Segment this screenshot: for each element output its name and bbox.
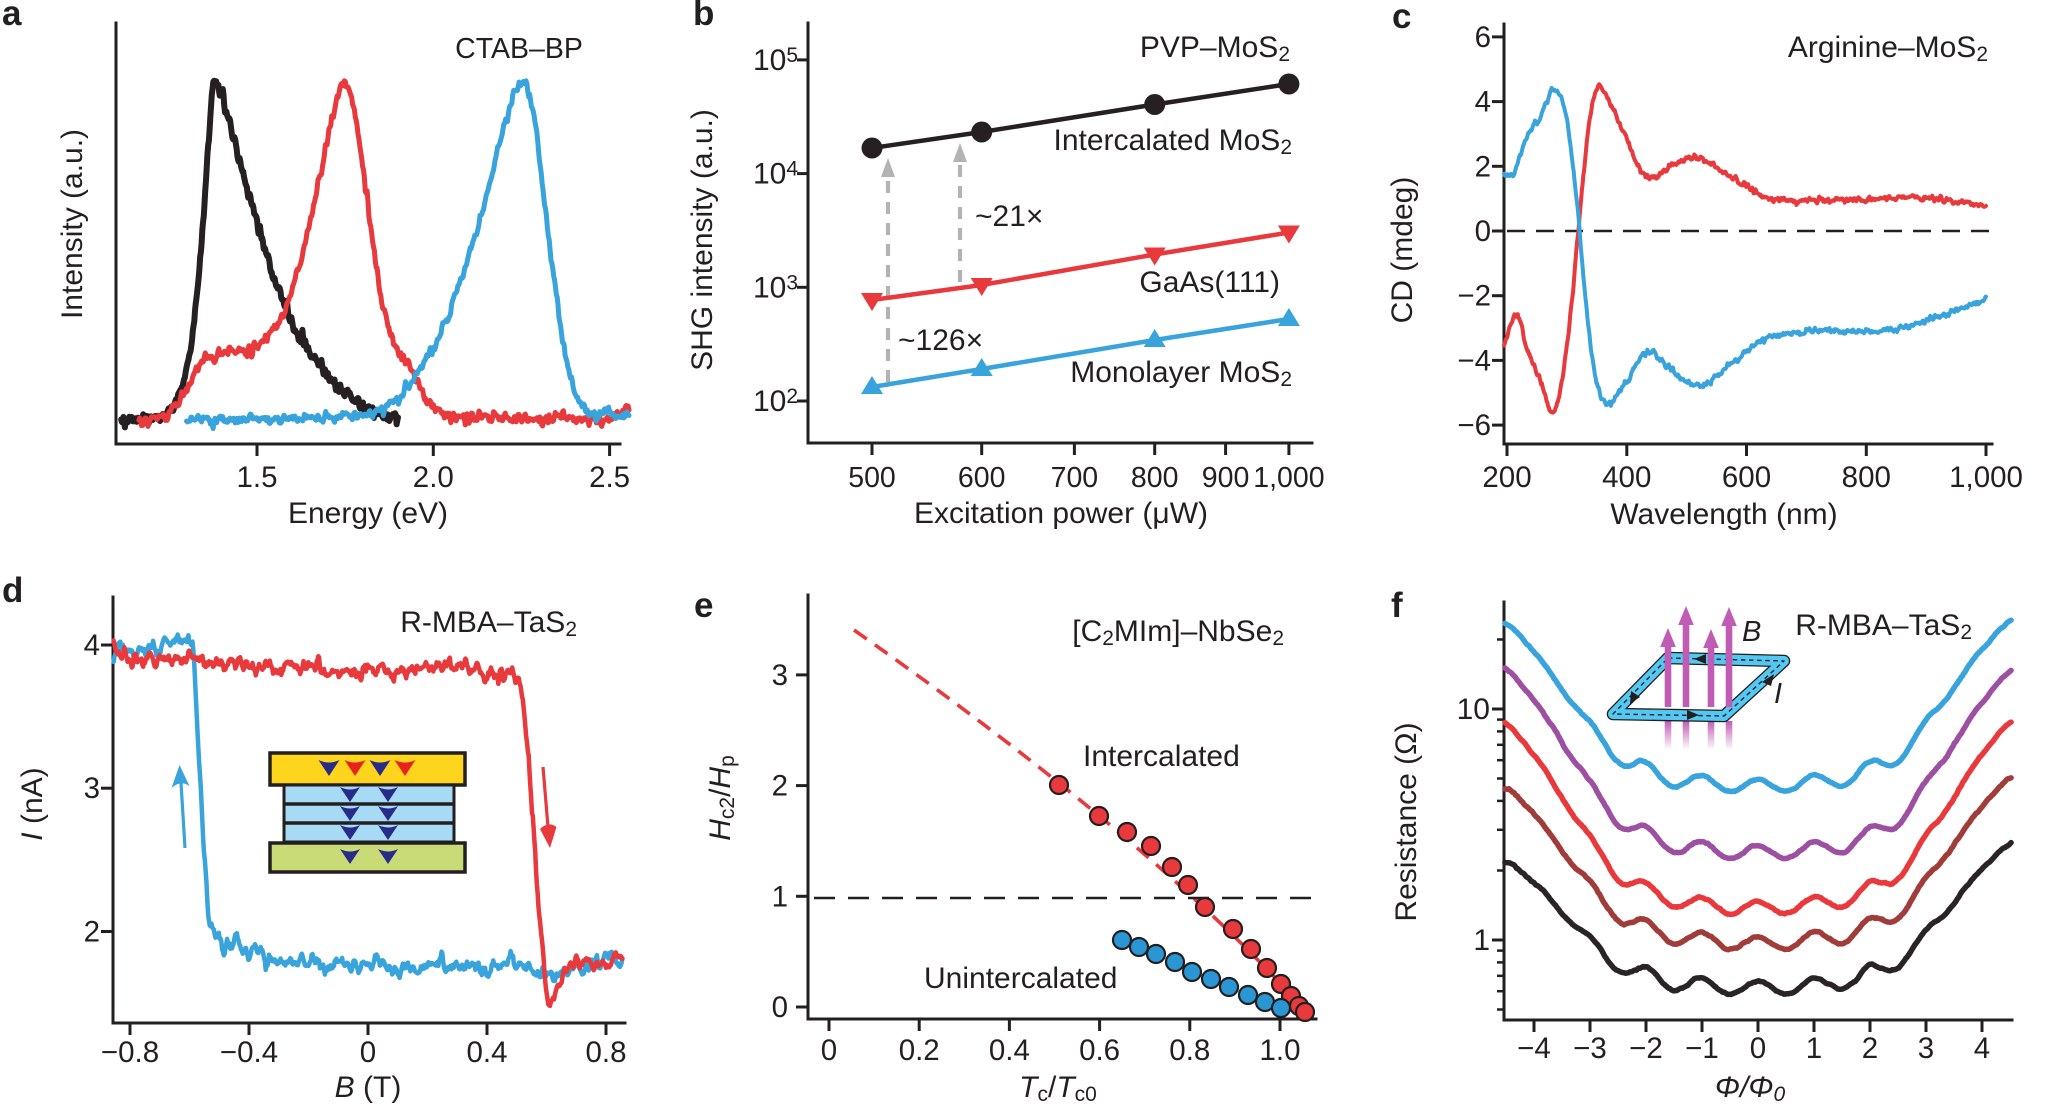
svg-text:1,000: 1,000 [1253, 462, 1324, 494]
svg-text:Tc/Tc0: Tc/Tc0 [1019, 1071, 1097, 1106]
svg-text:c: c [1392, 0, 1411, 36]
svg-text:0.8: 0.8 [1169, 1034, 1210, 1067]
svg-text:−0.4: −0.4 [220, 1036, 278, 1069]
svg-text:−2: −2 [1629, 1032, 1663, 1065]
svg-text:0: 0 [821, 1034, 837, 1067]
svg-text:800: 800 [1131, 462, 1179, 494]
svg-text:2.5: 2.5 [589, 461, 630, 494]
svg-text:PVP–MoS2: PVP–MoS2 [1140, 31, 1290, 66]
svg-text:600: 600 [958, 462, 1006, 494]
svg-text:−6: −6 [1457, 409, 1491, 442]
svg-text:R-MBA–TaS2: R-MBA–TaS2 [1795, 609, 1972, 644]
svg-text:−4: −4 [1517, 1032, 1551, 1065]
svg-text:CD (mdeg): CD (mdeg) [1386, 177, 1419, 324]
svg-text:2: 2 [772, 770, 788, 803]
svg-text:Intercalated: Intercalated [1083, 740, 1240, 773]
svg-text:4: 4 [84, 629, 100, 662]
svg-text:0.4: 0.4 [466, 1036, 507, 1069]
svg-text:d: d [2, 571, 23, 610]
svg-text:−0.8: −0.8 [101, 1036, 159, 1069]
svg-text:0.8: 0.8 [585, 1036, 626, 1069]
svg-text:700: 700 [1051, 462, 1099, 494]
svg-text:1: 1 [772, 880, 788, 913]
svg-text:500: 500 [848, 462, 896, 494]
svg-text:1: 1 [1806, 1032, 1822, 1065]
svg-text:0: 0 [772, 991, 788, 1024]
svg-text:1,000: 1,000 [1949, 461, 2023, 494]
svg-text:2: 2 [84, 916, 100, 949]
svg-text:200: 200 [1482, 461, 1531, 494]
svg-text:2: 2 [1862, 1032, 1878, 1065]
svg-text:I: I [1774, 678, 1782, 710]
svg-text:1: 1 [1473, 924, 1490, 957]
svg-text:0: 0 [1750, 1032, 1766, 1065]
svg-text:B (T): B (T) [335, 1071, 402, 1104]
svg-text:900: 900 [1202, 462, 1250, 494]
svg-text:Excitation power (μW): Excitation power (μW) [914, 497, 1208, 530]
svg-text:0.4: 0.4 [989, 1034, 1030, 1067]
svg-text:−3: −3 [1573, 1032, 1607, 1065]
svg-text:800: 800 [1842, 461, 1891, 494]
svg-text:I (nA): I (nA) [16, 767, 49, 840]
svg-text:2.0: 2.0 [413, 461, 454, 494]
svg-text:a: a [2, 0, 22, 33]
svg-text:3: 3 [772, 659, 788, 692]
svg-text:R-MBA–TaS2: R-MBA–TaS2 [400, 606, 577, 641]
svg-text:−2: −2 [1457, 280, 1491, 313]
svg-text:Resistance (Ω): Resistance (Ω) [1390, 722, 1423, 921]
svg-text:B: B [1742, 616, 1761, 648]
svg-text:0: 0 [1475, 215, 1491, 248]
svg-text:~126×: ~126× [898, 324, 983, 357]
svg-text:0: 0 [360, 1036, 376, 1069]
svg-text:10: 10 [1457, 693, 1490, 726]
svg-text:Arginine–MoS2: Arginine–MoS2 [1788, 31, 1988, 66]
svg-text:3: 3 [84, 772, 100, 805]
svg-text:1.5: 1.5 [236, 461, 277, 494]
svg-text:0.6: 0.6 [1079, 1034, 1120, 1067]
svg-text:Wavelength (nm): Wavelength (nm) [1610, 498, 1837, 531]
svg-text:4: 4 [1475, 86, 1491, 119]
svg-text:CTAB–BP: CTAB–BP [455, 33, 583, 65]
svg-text:Monolayer MoS2: Monolayer MoS2 [1070, 356, 1292, 391]
svg-text:400: 400 [1602, 461, 1651, 494]
svg-text:−4: −4 [1457, 344, 1491, 377]
svg-text:0.2: 0.2 [899, 1034, 940, 1067]
svg-text:b: b [693, 0, 714, 33]
svg-text:6: 6 [1475, 21, 1491, 54]
svg-text:SHG intensity (a.u.): SHG intensity (a.u.) [686, 109, 719, 371]
svg-text:600: 600 [1722, 461, 1771, 494]
svg-text:1.0: 1.0 [1259, 1034, 1300, 1067]
svg-text:2: 2 [1475, 150, 1491, 183]
svg-text:Energy (eV): Energy (eV) [288, 497, 448, 530]
svg-text:Intensity (a.u.): Intensity (a.u.) [56, 129, 89, 319]
svg-text:−1: −1 [1685, 1032, 1719, 1065]
svg-text:105: 105 [753, 44, 798, 77]
svg-text:f: f [1391, 586, 1403, 625]
svg-text:~21×: ~21× [975, 200, 1043, 233]
svg-text:3: 3 [1918, 1032, 1934, 1065]
svg-text:e: e [694, 586, 713, 625]
svg-text:4: 4 [1974, 1032, 1990, 1065]
svg-text:GaAs(111): GaAs(111) [1139, 266, 1280, 299]
svg-text:Intercalated MoS2: Intercalated MoS2 [1054, 124, 1292, 159]
svg-text:Unintercalated: Unintercalated [924, 962, 1117, 995]
